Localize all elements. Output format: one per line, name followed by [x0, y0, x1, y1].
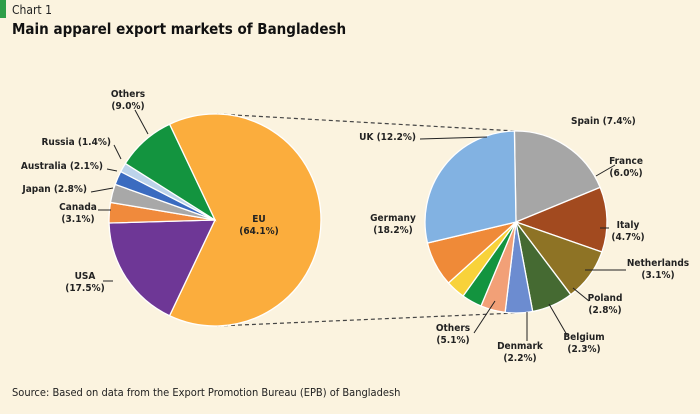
main-pie	[108, 113, 322, 327]
main-slice-usa	[108, 219, 217, 317]
eu-label-denmark: Denmark (2.2%)	[497, 341, 544, 364]
accent-bar	[0, 0, 6, 18]
eu-pie	[424, 130, 608, 314]
main-label-others: Others (9.0%)	[111, 89, 145, 112]
eu-slice-uk	[513, 130, 601, 223]
connector-lines	[216, 113, 517, 327]
source-note: Source: Based on data from the Export Pr…	[12, 386, 401, 399]
eu-leader-belgium	[548, 303, 568, 336]
main-leader-japan	[90, 187, 114, 193]
eu-slice-germany	[424, 130, 517, 244]
main-label-japan: Japan (2.8%)	[21, 184, 87, 195]
main-label-russia: Russia (1.4%)	[41, 137, 111, 148]
eu-label-italy: Italy (4.7%)	[611, 220, 644, 243]
main-label-canada: Canada (3.1%)	[59, 202, 97, 225]
main-label-usa: USA (17.5%)	[65, 271, 104, 294]
eu-label-spain: Spain (7.4%)	[571, 116, 636, 127]
connector-top	[216, 113, 517, 132]
slice-labels: EU (64.1%) USA (17.5%) Canada (3.1%) Japan (2.…	[21, 89, 689, 364]
eu-leader-uk	[419, 136, 488, 140]
main-leader-australia	[106, 168, 118, 172]
connector-bottom	[216, 312, 517, 327]
main-slice-others	[124, 123, 217, 222]
eu-leader-poland	[572, 287, 590, 302]
main-leader-others	[134, 109, 149, 135]
eu-slice-spain	[514, 186, 608, 253]
eu-label-germany: Germany (18.2%)	[370, 213, 416, 236]
eu-label-belgium: Belgium (2.3%)	[563, 332, 604, 355]
eu-label-france: France (6.0%)	[609, 156, 643, 179]
main-label-australia: Australia (2.1%)	[21, 161, 103, 172]
main-slice-eu	[168, 113, 322, 327]
eu-leader-france	[595, 164, 616, 177]
main-leader-russia	[113, 144, 122, 160]
main-label-eu: EU (64.1%)	[239, 214, 278, 237]
eu-label-poland: Poland (2.8%)	[588, 293, 623, 316]
eu-label-uk: UK (12.2%)	[359, 132, 416, 143]
chart-number: Chart 1	[12, 3, 52, 17]
eu-label-netherlands: Netherlands (3.1%)	[627, 258, 689, 281]
label-leaders	[90, 109, 626, 341]
eu-leader-others	[473, 300, 496, 334]
chart-title: Main apparel export markets of Banglades…	[12, 20, 347, 38]
eu-label-others: Others (5.1%)	[436, 323, 470, 346]
